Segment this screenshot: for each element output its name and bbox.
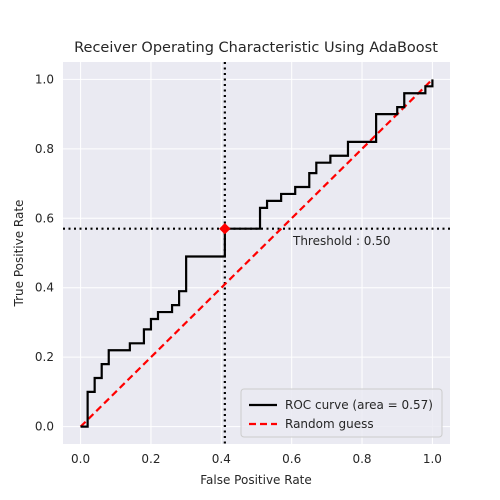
- y-tick-label: 0.2: [35, 350, 54, 364]
- y-tick-label: 0.6: [35, 211, 54, 225]
- roc-curve-line: [80, 79, 434, 428]
- y-tick-label: 0.4: [35, 281, 54, 295]
- y-tick-label: 1.0: [35, 72, 54, 86]
- threshold-marker: [219, 222, 231, 235]
- x-tick-label: 1.0: [423, 452, 442, 466]
- legend-label: Random guess: [285, 417, 374, 431]
- series-group: [79, 78, 434, 428]
- tick-labels: 0.0 0.2 0.4 0.6 0.8 1.0 0.0 0.2 0.4 0.6 0.8 1.0: [35, 72, 442, 466]
- legend-label: ROC curve (area = 0.57): [285, 398, 433, 412]
- x-tick-label: 0.2: [141, 452, 160, 466]
- x-tick-label: 0.8: [352, 452, 371, 466]
- threshold-marker-group: [219, 222, 231, 235]
- threshold-annotation: Threshold : 0.50: [292, 234, 391, 248]
- x-axis-label: False Positive Rate: [200, 473, 312, 487]
- y-tick-label: 0.0: [35, 420, 54, 434]
- grid: [63, 62, 450, 444]
- legend-box: [240, 388, 443, 438]
- random-guess-line: [79, 78, 434, 428]
- legend: ROC curve (area = 0.57) Random guess: [240, 388, 443, 438]
- x-tick-label: 0.0: [71, 452, 90, 466]
- y-tick-label: 0.8: [35, 142, 54, 156]
- y-axis-label: True Positive Rate: [12, 200, 26, 308]
- x-tick-label: 0.4: [212, 452, 231, 466]
- x-tick-label: 0.6: [282, 452, 301, 466]
- chart-title: Receiver Operating Characteristic Using …: [74, 40, 438, 56]
